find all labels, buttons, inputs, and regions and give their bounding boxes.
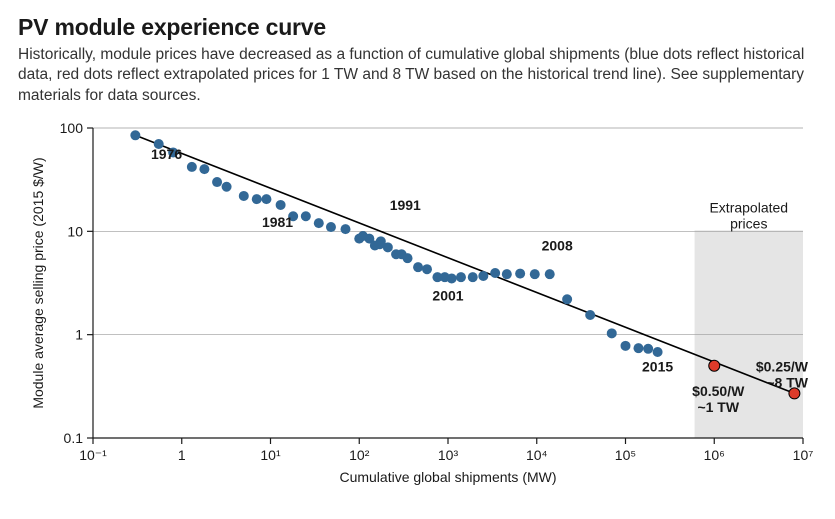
data-point-historical xyxy=(490,268,500,278)
data-point-historical xyxy=(562,295,572,305)
x-axis-label: Cumulative global shipments (MW) xyxy=(339,469,556,485)
data-point-historical xyxy=(413,263,423,273)
chart-subtitle: Historically, module prices have decreas… xyxy=(18,45,808,106)
data-point-historical xyxy=(643,344,653,354)
data-point-historical xyxy=(383,243,393,253)
chart-title: PV module experience curve xyxy=(18,14,817,41)
x-tick-label: 10¹ xyxy=(260,447,281,463)
data-point-historical xyxy=(341,225,351,235)
x-tick-label: 10⁶ xyxy=(704,447,725,463)
data-point-historical xyxy=(478,271,488,281)
data-point-historical xyxy=(199,164,209,174)
x-tick-label: 10⁻¹ xyxy=(79,447,107,463)
data-point-historical xyxy=(502,270,512,280)
year-callout: 1976 xyxy=(151,146,182,162)
year-callout: 2015 xyxy=(642,359,673,375)
data-point-historical xyxy=(239,191,249,201)
data-point-historical xyxy=(403,254,413,264)
year-callout: 2001 xyxy=(432,288,463,304)
data-point-historical xyxy=(276,200,286,210)
data-point-historical xyxy=(515,269,525,279)
x-tick-label: 1 xyxy=(178,447,186,463)
data-point-historical xyxy=(468,273,478,283)
data-point-historical xyxy=(212,177,222,187)
data-point-historical xyxy=(633,344,643,354)
data-point-historical xyxy=(301,212,311,222)
x-tick-label: 10⁷ xyxy=(793,447,813,463)
data-point-historical xyxy=(130,131,140,141)
extrapolated-callout: $0.25/W xyxy=(756,359,809,375)
year-callout: 1991 xyxy=(390,198,421,214)
extrapolation-label: Extrapolated xyxy=(709,200,788,216)
data-point-historical xyxy=(222,182,232,192)
data-point-historical xyxy=(252,194,262,204)
data-point-historical xyxy=(607,329,617,339)
experience-curve-chart: 10⁻¹ 1 10¹ 10² 10³ 10⁴ 10⁵ 10⁶ 10⁷ 0.1 1 10 100 Cumul… xyxy=(18,116,813,486)
data-point-extrapolated xyxy=(709,361,720,372)
data-point-historical xyxy=(447,274,457,284)
x-tick-label: 10⁵ xyxy=(615,447,636,463)
x-tick-label: 10⁴ xyxy=(526,447,548,463)
extrapolated-callout: ~8 TW xyxy=(766,375,808,391)
y-tick-label: 0.1 xyxy=(64,430,84,446)
data-point-historical xyxy=(326,222,336,232)
extrapolated-callout: $0.50/W xyxy=(692,383,745,399)
data-point-historical xyxy=(530,270,540,280)
extrapolated-callout: ~1 TW xyxy=(697,399,739,415)
data-point-historical xyxy=(187,162,197,172)
y-tick-label: 1 xyxy=(75,327,83,343)
data-point-historical xyxy=(621,341,631,351)
year-callout: 1981 xyxy=(262,214,293,230)
data-point-historical xyxy=(545,270,555,280)
x-tick-label: 10² xyxy=(349,447,370,463)
data-point-historical xyxy=(314,219,324,229)
y-axis-label: Module average selling price (2015 $/W) xyxy=(30,158,46,409)
data-point-historical xyxy=(422,265,432,275)
data-point-historical xyxy=(261,194,271,204)
data-point-historical xyxy=(653,347,663,357)
year-callout: 2008 xyxy=(542,238,573,254)
x-tick-label: 10³ xyxy=(438,447,459,463)
extrapolation-label: prices xyxy=(730,216,767,232)
y-tick-label: 10 xyxy=(67,224,83,240)
data-point-historical xyxy=(585,310,595,320)
y-tick-label: 100 xyxy=(60,120,84,136)
data-point-historical xyxy=(456,273,466,283)
